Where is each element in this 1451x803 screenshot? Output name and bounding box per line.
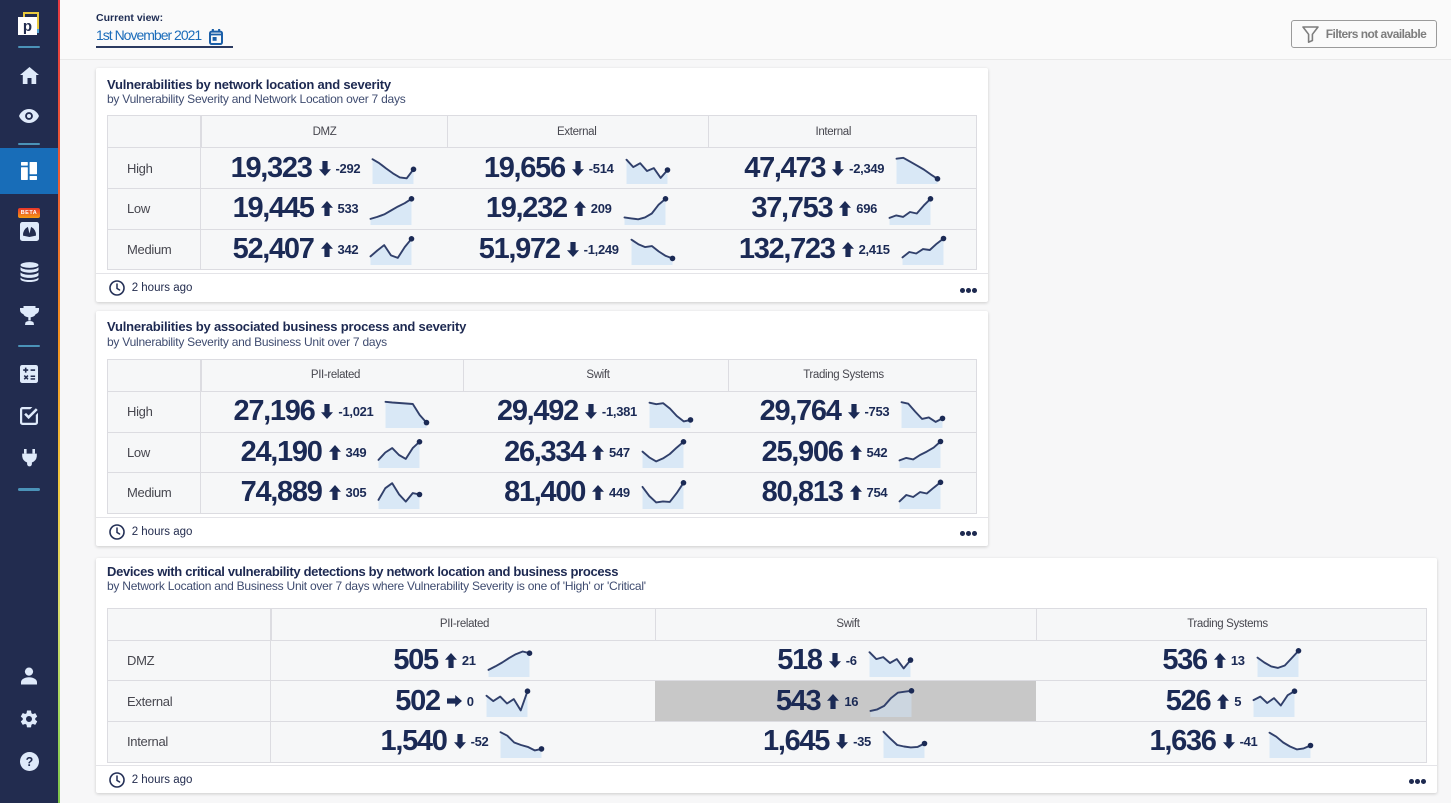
- svg-text:?: ?: [25, 755, 33, 769]
